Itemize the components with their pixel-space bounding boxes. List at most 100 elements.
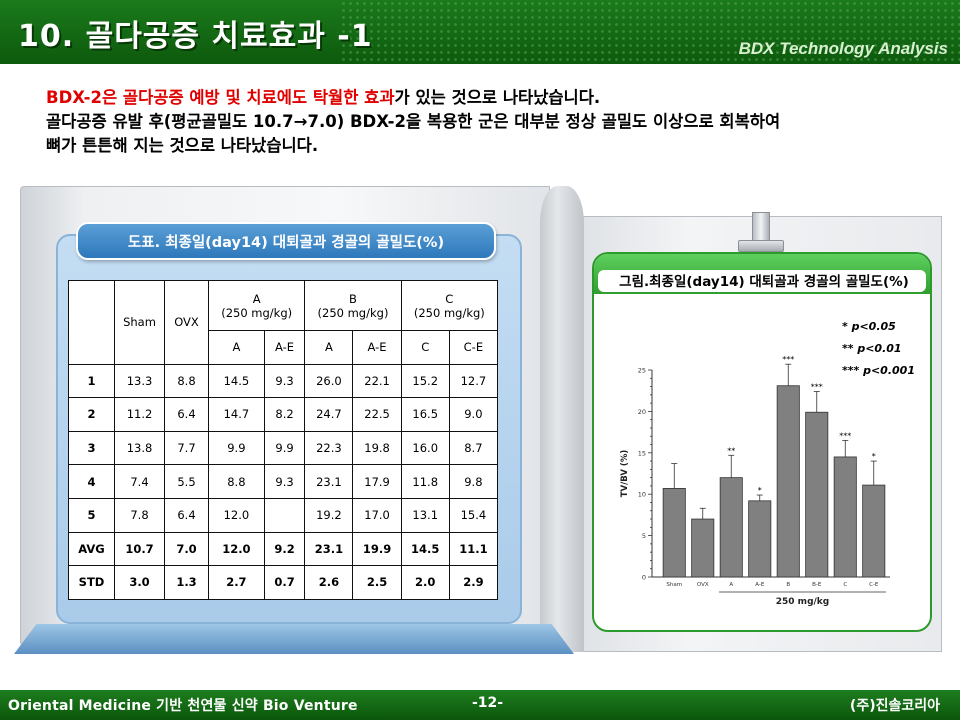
header-subtitle: BDX Technology Analysis [738,39,948,58]
footer-tagline: Oriental Medicine 기반 천연물 신약 Bio Venture [8,698,358,714]
table-cell: 14.7 [208,397,265,432]
table-cell: 2.7 [208,565,265,600]
table-cell: 9.9 [263,430,306,466]
table-cell: 11.1 [448,531,499,567]
table-cell: 10.7 [114,531,165,567]
legend-p005: * p<0.05 [842,320,896,333]
significance-marker: *** [839,431,851,440]
table-cell: 17.0 [352,497,402,533]
y-tick-label: 25 [638,367,646,375]
table-cell: 7.0 [164,531,209,567]
table-cell: 22.3 [304,430,354,466]
sub-header: A-E [263,330,306,365]
row-label: STD [68,565,115,600]
y-tick-label: 0 [642,574,646,582]
x-tick-label: Sham [666,582,682,588]
corner-cell [68,280,115,365]
table-cell: 7.7 [164,430,209,466]
col-header-sham: Sham [114,280,165,365]
page-number: -12- [472,695,504,711]
table-cell: 8.8 [208,464,265,499]
y-axis-label: TV/BV (%) [620,450,630,498]
table-cell: 13.1 [400,497,450,533]
table-cell: 2.5 [352,565,402,600]
table-cell: 9.3 [263,464,306,499]
table-cell: 12.7 [448,363,499,399]
significance-marker: *** [782,355,794,364]
significance-marker: ** [727,446,735,455]
y-tick-label: 10 [638,491,646,499]
table-cell: 11.2 [114,397,165,432]
x-tick-label: A-E [755,582,765,588]
footer-bar: Oriental Medicine 기반 천연물 신약 Bio Venture … [0,690,960,720]
table-cell: 22.5 [352,397,402,432]
table-cell: 26.0 [304,363,354,399]
table-row: AVG 10.7 7.0 12.0 9.2 23.1 19.9 14.5 11.1 [68,531,499,567]
table-header-row-1: Sham OVX A (250 mg/kg) B (250 mg/kg) C (250… [68,280,499,365]
group-b-dose: (250 mg/kg) [317,305,389,320]
group-a-name: A [252,291,261,306]
book-base [14,624,574,654]
row-label: 4 [68,464,115,499]
table-cell: 7.4 [114,464,165,499]
bar [691,518,715,578]
table-cell: 12.0 [208,531,265,567]
table-cell: 19.9 [352,531,402,567]
y-tick-label: 15 [638,449,646,457]
row-label: 5 [68,497,115,533]
col-header-ovx: OVX [164,280,209,365]
table-cell: 14.5 [208,363,265,399]
bar [719,477,743,578]
table-cell: 22.1 [352,363,402,399]
table-row: 1 13.3 8.8 14.5 9.3 26.0 22.1 15.2 12.7 [68,363,499,399]
bar [748,500,772,578]
significance-marker: * [758,486,762,495]
x-axis-label: 250 mg/kg [776,597,829,607]
table-cell: 9.8 [448,464,499,499]
x-tick-label: B-E [812,582,822,588]
chart-title: 그림.최종일(day14) 대퇴골과 경골의 골밀도(%) [619,274,909,290]
bar [662,488,686,578]
row-label: 2 [68,397,115,432]
table-cell: 11.8 [400,464,450,499]
sub-header: A [304,330,354,365]
x-tick-label: OVX [697,582,709,588]
table-row: STD 3.0 1.3 2.7 0.7 2.6 2.5 2.0 2.9 [68,565,499,600]
bar [862,484,886,578]
table-cell: 9.0 [448,397,499,432]
col-header-group-c: C (250 mg/kg) [400,280,499,331]
table-cell: 12.0 [208,497,265,533]
sub-header: A-E [352,330,402,365]
table-cell: 15.4 [448,497,499,533]
table-cell: 6.4 [164,497,209,533]
hanger-cap [738,240,784,252]
row-label: 1 [68,363,115,399]
table-cell: 0.7 [263,565,306,600]
header-bar: 10. 골다공증 치료효과 -1 BDX Technology Analysis [0,0,960,64]
chart-panel-band-inner [598,270,926,292]
group-c-dose: (250 mg/kg) [413,305,485,320]
table-cell: 8.8 [164,363,209,399]
table-cell: 19.8 [352,430,402,466]
y-tick-label: 20 [638,408,646,416]
table-cell: 7.8 [114,497,165,533]
row-label: 3 [68,430,115,466]
table-cell: 9.2 [263,531,306,567]
table-cell: 9.9 [208,430,265,466]
bone-density-table: Sham OVX A (250 mg/kg) B (250 mg/kg) C (250… [68,280,499,600]
group-a-dose: (250 mg/kg) [221,305,293,320]
table-cell: 6.4 [164,397,209,432]
table-row: 5 7.8 6.4 12.0 19.2 17.0 13.1 15.4 [68,497,499,533]
y-tick-label: 5 [642,532,646,540]
table-cell: 16.0 [400,430,450,466]
intro-text: BDX-2은 골다공증 예방 및 치료에도 탁월한 효과가 있는 것으로 나타났… [46,86,936,158]
col-header-group-b: B (250 mg/kg) [304,280,402,331]
col-header-group-a: A (250 mg/kg) [207,280,306,331]
intro-line-1: BDX-2은 골다공증 예방 및 치료에도 탁월한 효과가 있는 것으로 나타났… [46,86,936,110]
table-row: 3 13.8 7.7 9.9 9.9 22.3 19.8 16.0 8.7 [68,430,499,466]
intro-line-2: 골다공증 유발 후(평균골밀도 10.7→7.0) BDX-2을 복용한 군은 … [46,112,781,131]
intro-line-1-rest: 가 있는 것으로 나타났습니다. [394,88,601,107]
table-cell: 23.1 [304,531,354,567]
book-spine [540,186,584,652]
